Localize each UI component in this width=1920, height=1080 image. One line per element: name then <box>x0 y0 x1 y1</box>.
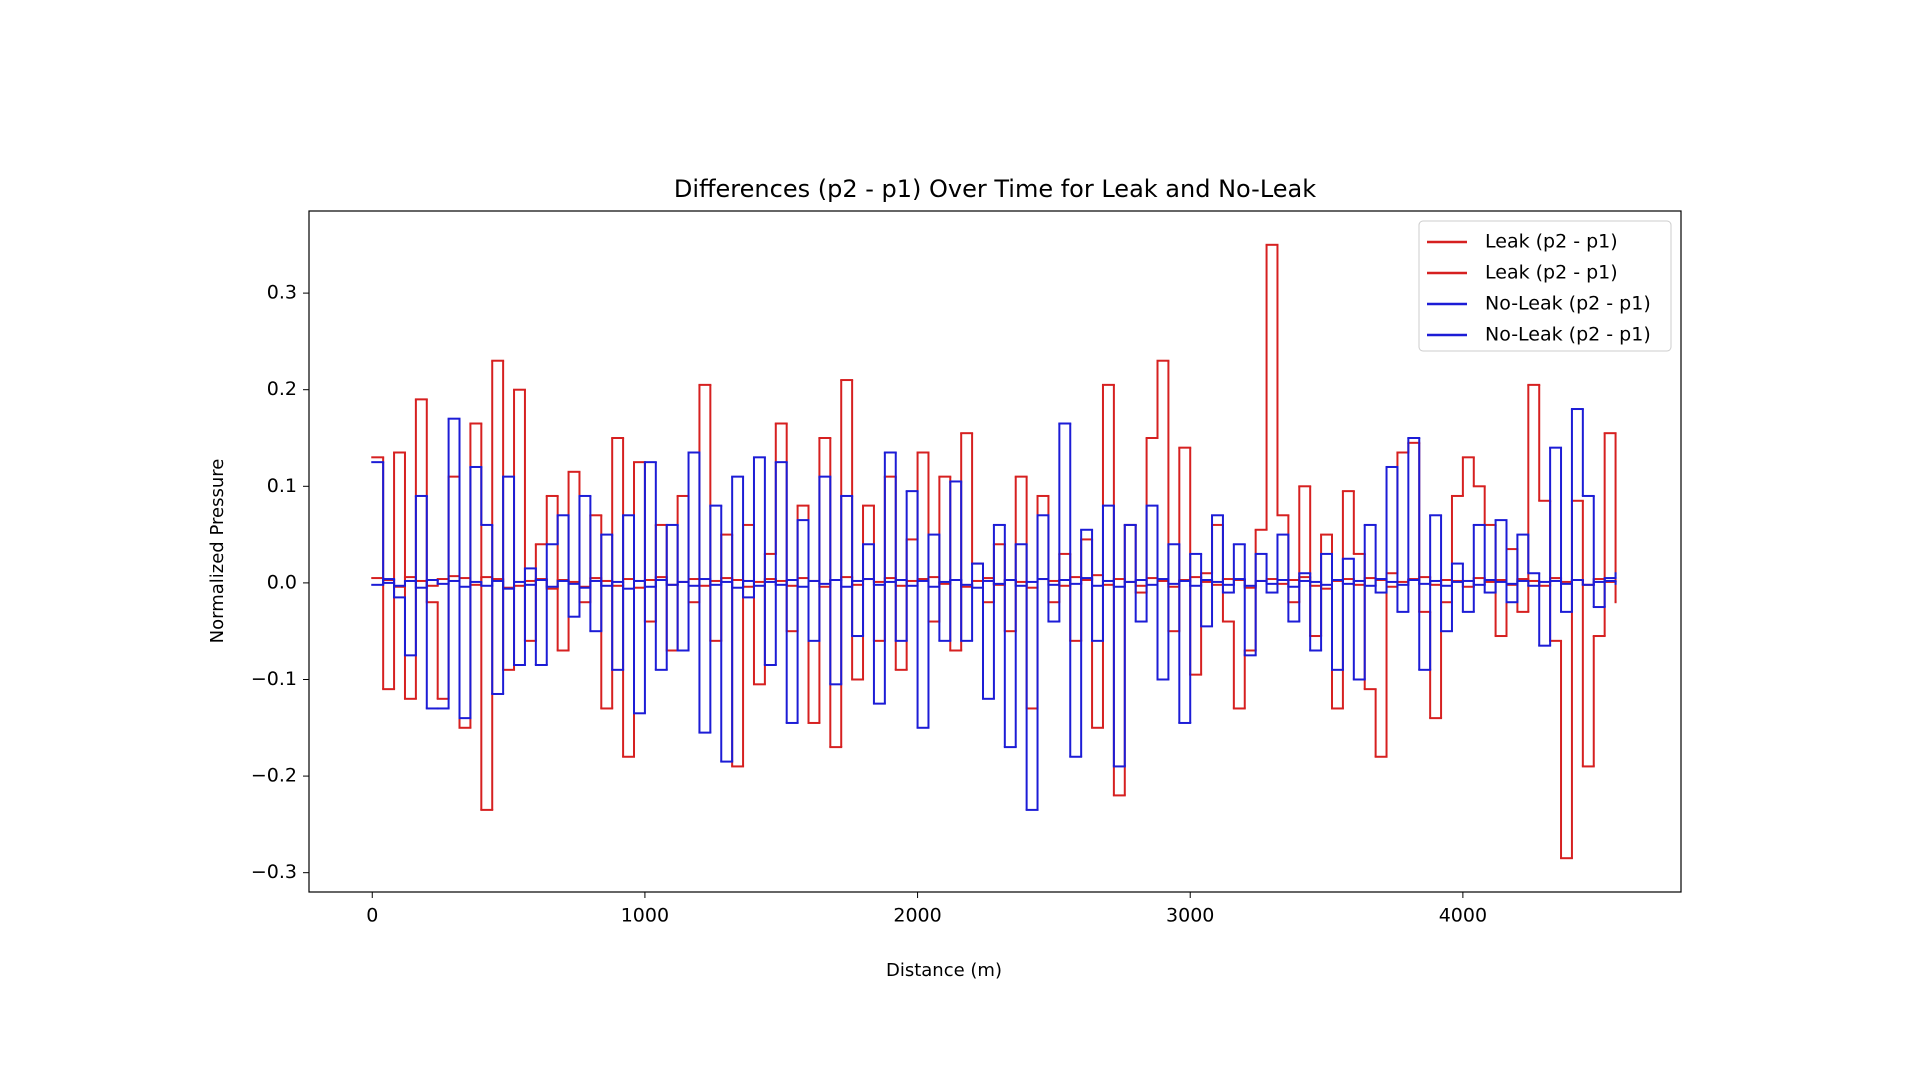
x-tick-label: 4000 <box>1439 905 1487 927</box>
legend-label: No-Leak (p2 - p1) <box>1485 324 1651 346</box>
y-tick-label: 0.1 <box>267 475 297 497</box>
plot-frame <box>308 210 1682 893</box>
y-tick-label: −0.2 <box>251 765 297 787</box>
x-tick-label: 1000 <box>621 905 669 927</box>
y-tick-label: −0.3 <box>251 861 297 883</box>
chart-title: Differences (p2 - p1) Over Time for Leak… <box>674 175 1316 203</box>
legend-box <box>1418 220 1672 352</box>
legend-label: Leak (p2 - p1) <box>1485 231 1618 253</box>
x-tick-label: 2000 <box>893 905 941 927</box>
legend-label: No-Leak (p2 - p1) <box>1485 293 1651 315</box>
y-tick-label: 0.0 <box>267 571 297 593</box>
y-axis-label: Normalized Pressure <box>207 459 228 644</box>
y-tick-label: −0.1 <box>251 668 297 690</box>
y-tick-label: 0.3 <box>267 282 297 304</box>
series <box>371 577 1617 590</box>
y-tick-label: 0.2 <box>267 378 297 400</box>
x-tick-label: 3000 <box>1166 905 1214 927</box>
series <box>371 408 1617 811</box>
x-tick-label: 0 <box>366 905 378 927</box>
x-axis-label: Distance (m) <box>886 960 1002 981</box>
legend-label: Leak (p2 - p1) <box>1485 262 1618 284</box>
